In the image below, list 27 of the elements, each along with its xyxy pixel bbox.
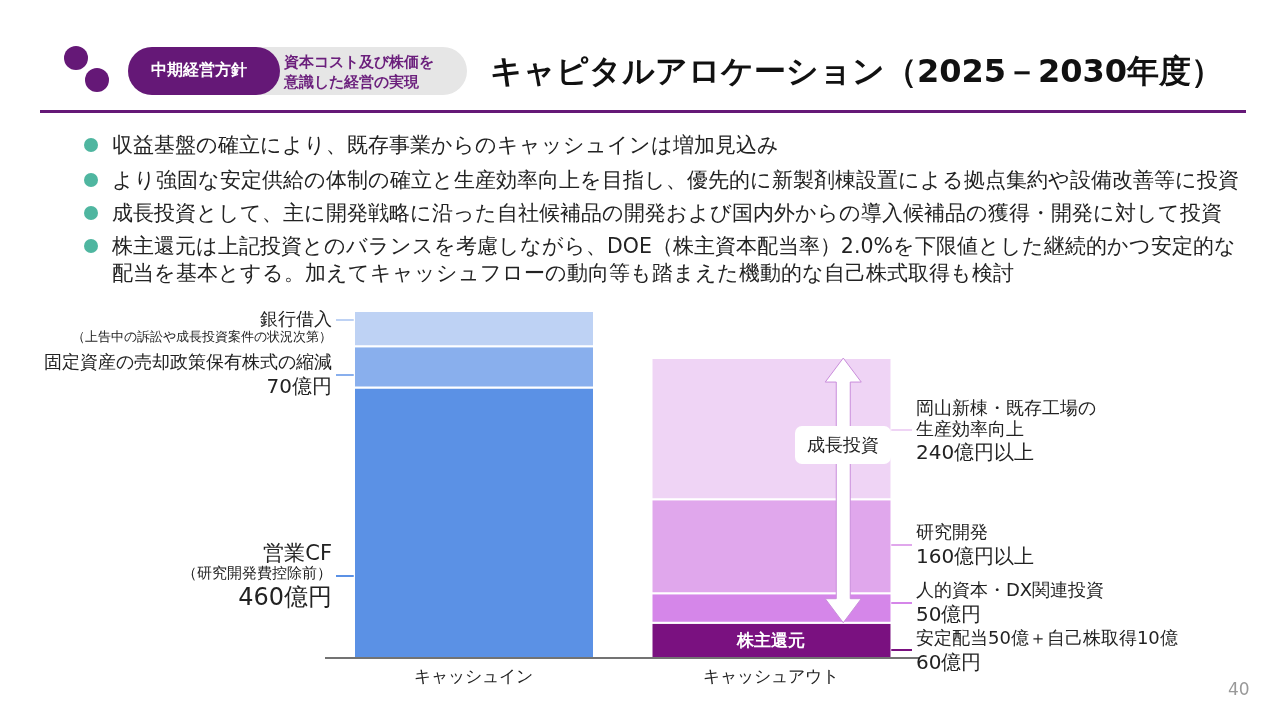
data-label: 460億円 <box>237 582 332 612</box>
text: より強固な安定供給の体制の確立と生産効率向上を目指し、優先的に新製剤棟設置による拠点集約や設備改善等に投資 <box>112 167 1240 194</box>
chart-title: キャピタルアロケーション（2025－2030年度） <box>490 51 1224 92</box>
series-label: 営業CF <box>262 541 332 565</box>
series-label: 人的資本・DX関連投資 <box>916 579 1106 601</box>
series-label: 固定資産の売却政策保有株式の縮減 <box>43 351 332 373</box>
text: 成長投資として、主に開発戦略に沿った自社候補品の開発および国内外からの導入候補品の獲得・開発に対して投資 <box>112 200 1223 227</box>
data-label: 240億円以上 <box>916 440 1036 465</box>
series-label: 岡山新棟・既存工場の生産効率向上 <box>916 397 1097 440</box>
annotation: （研究開発費控除前） <box>181 565 332 582</box>
x-tick-label: キャッシュアウト <box>703 666 840 687</box>
annotation: 成長投資 <box>807 433 880 458</box>
text: 株主還元は上記投資とのバランスを考慮しながら、DOE（株主資本配当率）2.0%を下限値とした継続的かつ安定的な配当を基本とする。加えてキャッシュフローの動向等も踏まえた機動的な自己株式取得も検討 <box>112 233 1237 287</box>
text: 40 <box>1228 679 1250 699</box>
legend-label: 銀行借入 <box>259 308 332 330</box>
text: 中期経営方針 <box>150 60 248 81</box>
series-label: 株主還元 <box>737 628 806 652</box>
annotation: （上告中の訴訟や成長投資案件の状況次第） <box>71 328 332 345</box>
annotation: 安定配当50億＋自己株取得10億 <box>916 627 1179 649</box>
data-label: 160億円以上 <box>916 543 1036 568</box>
data-label: 60億円 <box>916 649 983 674</box>
data-label: 50億円 <box>916 601 983 626</box>
text: 資本コスト及び株価を意識した経営の実現 <box>284 52 435 92</box>
data-label: 70億円 <box>265 373 332 398</box>
x-tick-label: キャッシュイン <box>414 666 534 687</box>
series-label: 研究開発 <box>916 521 989 543</box>
text: 収益基盤の確立により、既存事業からのキャッシュインは増加見込み <box>112 132 780 159</box>
